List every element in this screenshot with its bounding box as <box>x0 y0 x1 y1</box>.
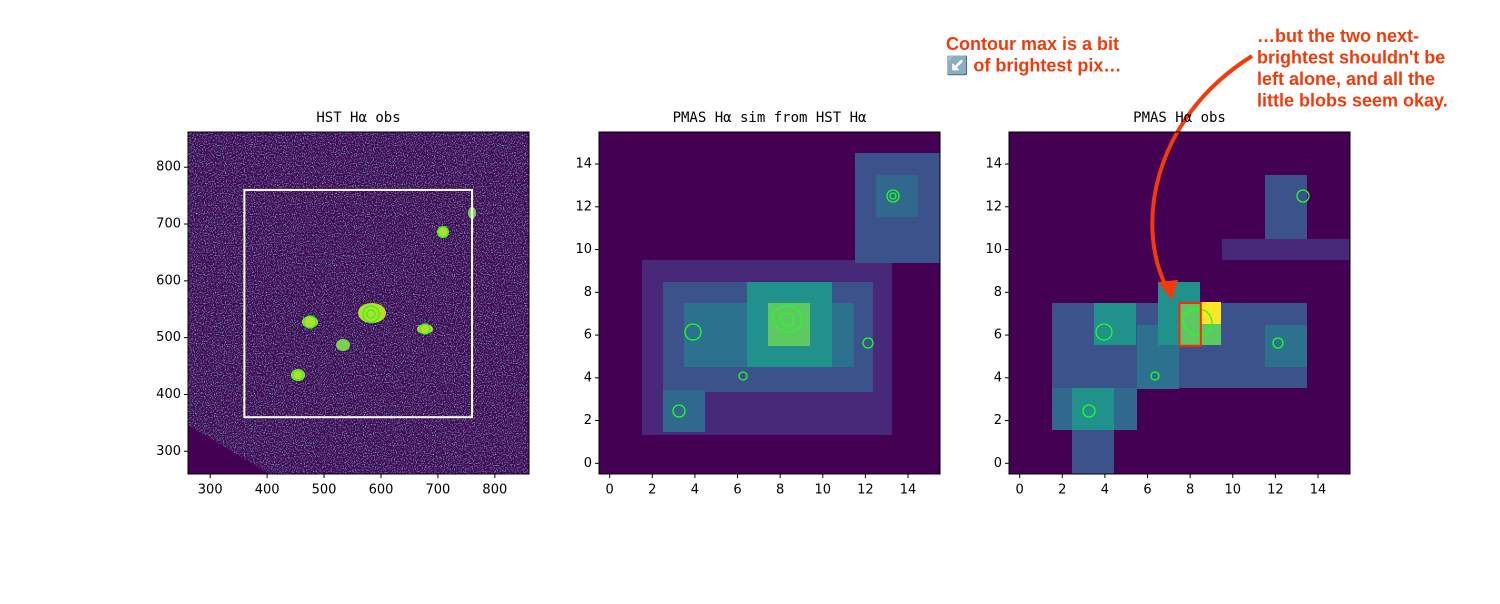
y-tick-label: 700 <box>156 217 181 232</box>
x-tick-label: 4 <box>691 483 699 498</box>
x-tick-label: 14 <box>900 483 917 498</box>
x-tick-label: 800 <box>482 483 507 498</box>
y-tick-label: 6 <box>994 328 1002 343</box>
y-tick-label: 14 <box>575 157 592 172</box>
y-tick-label: 600 <box>156 273 181 288</box>
annotation: ↙️ of brightest pix… <box>946 54 1121 75</box>
y-tick-label: 12 <box>575 199 592 214</box>
sim-image <box>599 132 940 474</box>
axes-frame <box>598 131 941 475</box>
x-tick-label: 500 <box>312 483 337 498</box>
y-tick-label: 2 <box>994 413 1002 428</box>
x-tick-label: 8 <box>776 483 784 498</box>
panel-title: PMAS Hα obs <box>1133 110 1226 126</box>
y-tick-label: 500 <box>156 330 181 345</box>
y-tick-label: 0 <box>584 456 592 471</box>
x-tick-label: 6 <box>1143 483 1151 498</box>
x-tick-label: 6 <box>733 483 741 498</box>
y-tick-label: 4 <box>584 370 592 385</box>
x-tick-label: 2 <box>648 483 656 498</box>
arrow-head <box>1158 280 1178 300</box>
hst-image <box>188 132 529 474</box>
y-tick-label: 8 <box>584 285 592 300</box>
y-tick-label: 0 <box>994 456 1002 471</box>
x-tick-label: 700 <box>426 483 451 498</box>
x-tick-label: 0 <box>606 483 614 498</box>
x-tick-label: 4 <box>1101 483 1109 498</box>
x-tick-label: 12 <box>857 483 874 498</box>
annotation: brightest shouldn't be <box>1257 47 1445 67</box>
axes-frame <box>1008 131 1351 475</box>
y-tick-label: 4 <box>994 370 1002 385</box>
x-tick-label: 600 <box>369 483 394 498</box>
y-tick-label: 400 <box>156 387 181 402</box>
y-tick-label: 800 <box>156 160 181 175</box>
axes-frame <box>187 131 530 475</box>
x-tick-label: 14 <box>1310 483 1327 498</box>
annotation: little blobs seem okay. <box>1257 90 1448 110</box>
box <box>243 188 474 419</box>
y-tick-label: 6 <box>584 328 592 343</box>
arrow <box>1150 54 1254 291</box>
x-tick-label: 0 <box>1016 483 1024 498</box>
y-tick-label: 12 <box>985 199 1002 214</box>
x-tick-label: 10 <box>1225 483 1242 498</box>
y-tick-label: 10 <box>575 242 592 257</box>
x-tick-label: 8 <box>1186 483 1194 498</box>
annotation: Contour max is a bit <box>946 34 1119 54</box>
x-tick-label: 10 <box>815 483 832 498</box>
x-tick-label: 12 <box>1267 483 1284 498</box>
x-tick-label: 300 <box>198 483 223 498</box>
annotation: left alone, and all the <box>1257 69 1435 89</box>
box <box>1178 302 1202 347</box>
y-tick-label: 14 <box>985 157 1002 172</box>
annotation: …but the two next- <box>1257 26 1419 46</box>
panel-title: PMAS Hα sim from HST Hα <box>673 110 867 126</box>
y-tick-label: 300 <box>156 444 181 459</box>
y-tick-label: 10 <box>985 242 1002 257</box>
x-tick-label: 400 <box>255 483 280 498</box>
x-tick-label: 2 <box>1058 483 1066 498</box>
y-tick-label: 8 <box>994 285 1002 300</box>
y-tick-label: 2 <box>584 413 592 428</box>
panel-title: HST Hα obs <box>316 110 400 126</box>
